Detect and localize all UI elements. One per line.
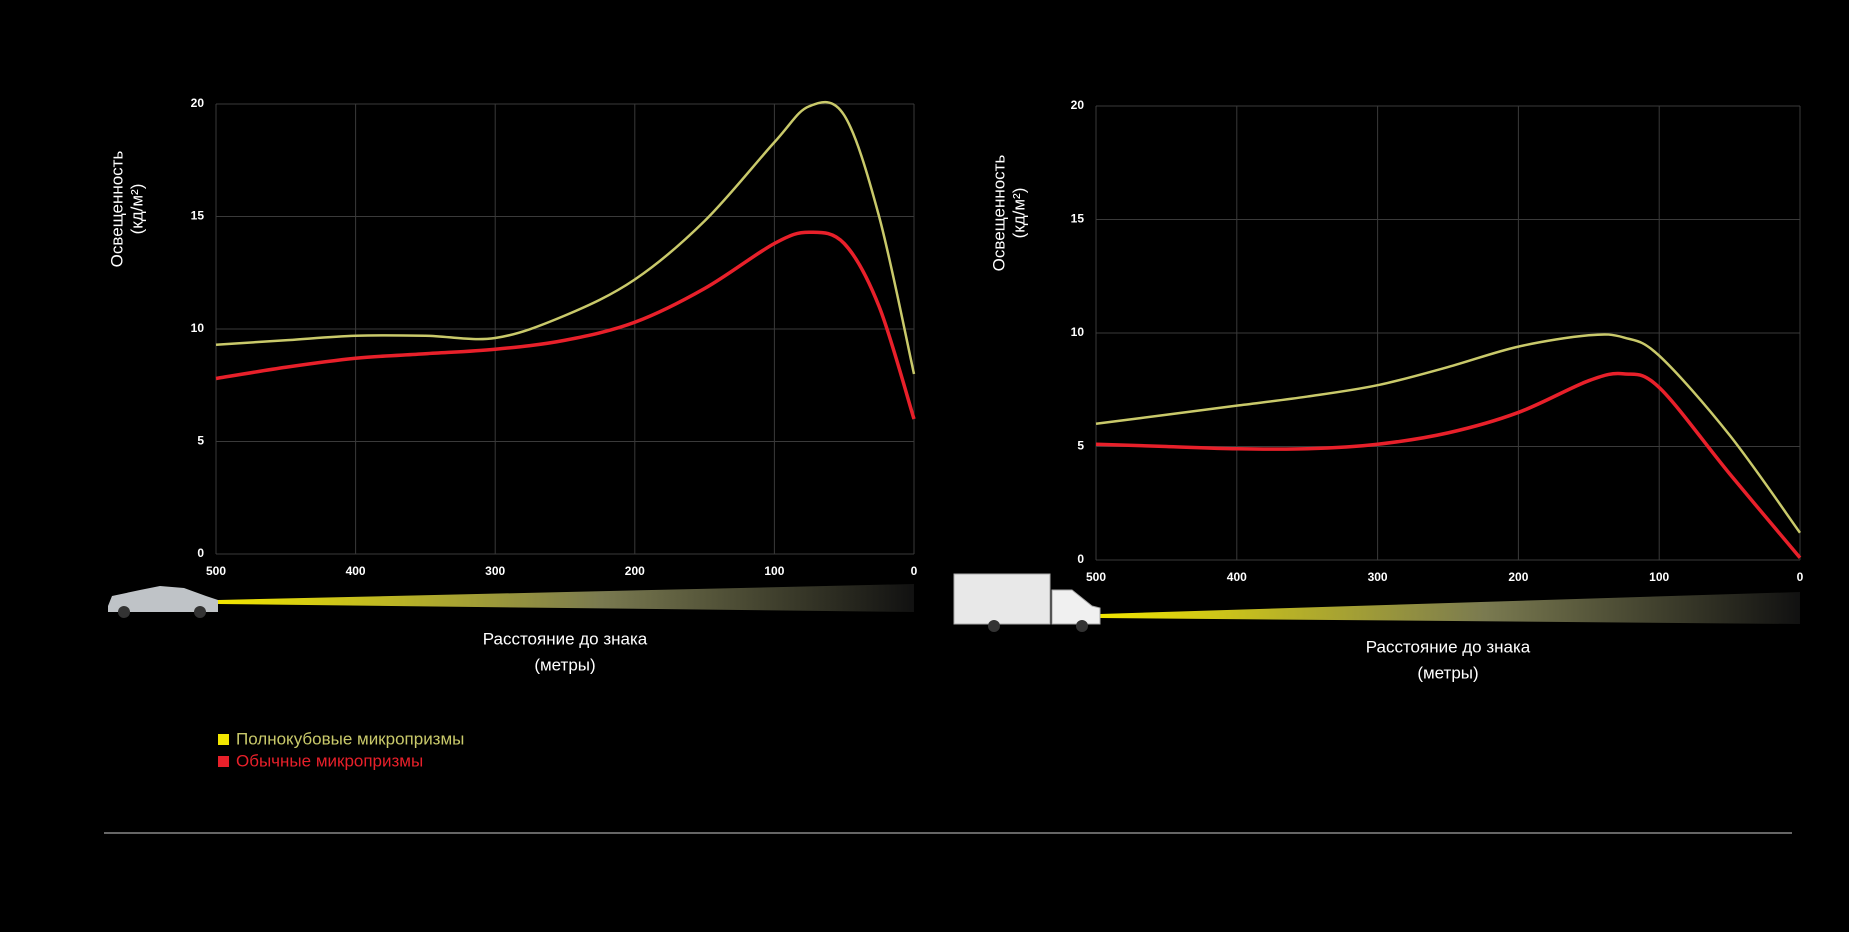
headlight-beam — [1100, 592, 1800, 624]
x-tick-label: 100 — [764, 564, 784, 578]
x-axis-label: Расстояние до знака — [483, 629, 648, 648]
y-axis-label: Освещенность — [107, 151, 126, 268]
y-tick-label: 0 — [197, 546, 204, 560]
x-tick-label: 300 — [485, 564, 505, 578]
truck-icon — [953, 573, 1101, 632]
legend-swatch — [218, 734, 229, 745]
y-tick-label: 15 — [191, 209, 205, 223]
x-tick-label: 200 — [1508, 570, 1528, 584]
x-tick-label: 200 — [625, 564, 645, 578]
y-axis-label: Освещенность — [989, 155, 1008, 272]
legend-swatch — [218, 756, 229, 767]
y-axis-label: (кд/м²) — [1009, 188, 1028, 239]
y-tick-label: 10 — [1071, 325, 1085, 339]
x-tick-label: 0 — [911, 564, 918, 578]
x-tick-label: 0 — [1797, 570, 1804, 584]
x-tick-label: 400 — [1227, 570, 1247, 584]
y-tick-label: 0 — [1077, 552, 1084, 566]
data-line — [1095, 371, 1802, 559]
headlight-beam — [218, 584, 914, 612]
legend-label: Полнокубовые микропризмы — [236, 729, 464, 748]
x-tick-label: 100 — [1649, 570, 1669, 584]
x-axis-label: Расстояние до знака — [1366, 637, 1531, 656]
y-axis-label: (кд/м²) — [127, 184, 146, 235]
y-tick-label: 20 — [1071, 98, 1085, 112]
x-tick-label: 300 — [1368, 570, 1388, 584]
car-icon — [108, 586, 218, 618]
x-tick-label: 500 — [1086, 570, 1106, 584]
y-tick-label: 5 — [1077, 439, 1084, 453]
y-tick-label: 20 — [191, 96, 205, 110]
y-tick-label: 15 — [1071, 212, 1085, 226]
data-line — [215, 230, 916, 420]
data-line — [1095, 333, 1802, 534]
legend-label: Обычные микропризмы — [236, 751, 423, 770]
data-line — [215, 100, 916, 375]
x-tick-label: 400 — [346, 564, 366, 578]
x-axis-label: (метры) — [1417, 663, 1478, 682]
y-tick-label: 10 — [191, 321, 205, 335]
x-tick-label: 500 — [206, 564, 226, 578]
y-tick-label: 5 — [197, 434, 204, 448]
x-axis-label: (метры) — [534, 655, 595, 674]
